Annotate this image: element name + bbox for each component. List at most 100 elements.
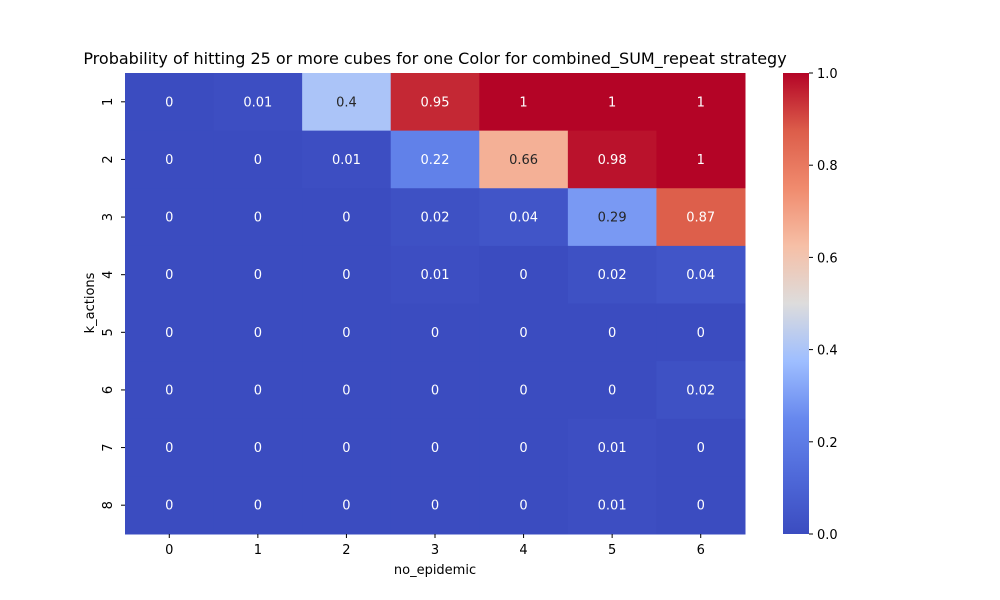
- heatmap-cell-3-5: [567, 188, 657, 247]
- y-tick-label: 8: [101, 501, 116, 509]
- cell-value-label: 0: [608, 383, 616, 398]
- heatmap-cell-7-1: [213, 418, 303, 477]
- cell-value-label: 0: [342, 326, 350, 341]
- y-tick-label: 3: [101, 213, 116, 221]
- cell-value-label: 0: [165, 441, 173, 456]
- cell-value-label: 0.01: [598, 441, 627, 456]
- cell-value-label: 0.66: [509, 153, 538, 168]
- cell-value-label: 0: [254, 441, 262, 456]
- y-axis-ticks: 1 2 3 4 5 6 7 8: [101, 98, 125, 509]
- y-tick-label: 6: [101, 386, 116, 394]
- heatmap-cell-7-2: [302, 418, 392, 477]
- heatmap-cell-2-5: [567, 130, 657, 189]
- cell-value-label: 1: [608, 95, 616, 110]
- colorbar-tick-label: 0.2: [817, 436, 838, 451]
- cell-value-label: 0.98: [598, 153, 627, 168]
- heatmap-cell-5-4: [479, 303, 569, 362]
- cell-value-label: 0: [165, 268, 173, 283]
- cell-value-label: 0: [342, 211, 350, 226]
- cell-value-label: 0: [431, 499, 439, 514]
- heatmap-cell-2-4: [479, 130, 569, 189]
- heatmap-cell-5-2: [302, 303, 392, 362]
- heatmap-cell-5-3: [390, 303, 480, 362]
- heatmap-cell-8-0: [125, 476, 215, 535]
- heatmap-cell-7-6: [656, 418, 746, 477]
- colorbar-ticks: 0.0 0.2 0.4 0.6 0.8 1.0: [809, 67, 838, 543]
- y-tick-label: 2: [101, 155, 116, 163]
- heatmap-cell-5-6: [656, 303, 746, 362]
- heatmap-cell-5-5: [567, 303, 657, 362]
- cell-value-label: 0.95: [421, 95, 450, 110]
- cell-value-label: 0: [254, 326, 262, 341]
- y-tick-label: 4: [101, 271, 116, 279]
- cell-value-label: 0.4: [336, 95, 357, 110]
- x-axis-label: no_epidemic: [394, 563, 476, 578]
- cell-value-label: 0.22: [421, 153, 450, 168]
- heatmap-cell-6-3: [390, 361, 480, 420]
- heatmap-cell-7-5: [567, 418, 657, 477]
- cell-value-label: 0: [519, 441, 527, 456]
- cell-value-label: 0.01: [598, 499, 627, 514]
- cell-value-label: 0.87: [686, 211, 715, 226]
- cell-value-label: 0.01: [421, 268, 450, 283]
- y-axis-label: k_actions: [83, 272, 98, 333]
- heatmap-cell-2-0: [125, 130, 215, 189]
- cell-value-label: 1: [697, 95, 705, 110]
- cell-value-label: 0: [342, 268, 350, 283]
- cell-value-label: 0: [342, 499, 350, 514]
- x-tick-label: 3: [431, 543, 439, 558]
- colorbar: 0.0 0.2 0.4 0.6 0.8 1.0: [783, 67, 838, 543]
- colorbar-tick-label: 0.6: [817, 251, 838, 266]
- x-tick-label: 2: [342, 543, 350, 558]
- heatmap-cell-2-1: [213, 130, 303, 189]
- heatmap-cell-6-0: [125, 361, 215, 420]
- cell-value-label: 0: [608, 326, 616, 341]
- heatmap-cell-6-4: [479, 361, 569, 420]
- colorbar-tick-label: 0.8: [817, 159, 838, 174]
- colorbar-tick-label: 0.0: [817, 528, 838, 543]
- x-tick-label: 6: [697, 543, 705, 558]
- heatmap-cell-6-1: [213, 361, 303, 420]
- cell-value-label: 0.04: [509, 211, 538, 226]
- cell-value-label: 0: [519, 326, 527, 341]
- cell-value-label: 0: [342, 383, 350, 398]
- cell-value-label: 0: [254, 153, 262, 168]
- heatmap-cell-6-6: [656, 361, 746, 420]
- heatmap-cell-3-6: [656, 188, 746, 247]
- heatmap-cell-3-4: [479, 188, 569, 247]
- cell-value-label: 0.02: [421, 211, 450, 226]
- x-axis-ticks: 0 1 2 3 4 5 6: [165, 534, 705, 558]
- x-tick-label: 4: [519, 543, 527, 558]
- heatmap-cell-3-0: [125, 188, 215, 247]
- heatmap-cell-3-2: [302, 188, 392, 247]
- heatmap-cell-6-5: [567, 361, 657, 420]
- cell-value-label: 0: [697, 441, 705, 456]
- heatmap-cell-2-2: [302, 130, 392, 189]
- heatmap-cell-4-6: [656, 245, 746, 304]
- heatmap-cell-6-2: [302, 361, 392, 420]
- cell-value-label: 0.01: [243, 95, 272, 110]
- cell-value-label: 0: [431, 383, 439, 398]
- colorbar-tick-label: 0.4: [817, 344, 838, 359]
- heatmap-cell-1-3: [390, 73, 480, 132]
- heatmap-cell-1-1: [213, 73, 303, 132]
- heatmap-cell-4-1: [213, 245, 303, 304]
- cell-value-label: 1: [697, 153, 705, 168]
- cell-value-label: 0: [165, 383, 173, 398]
- cell-value-label: 0: [519, 268, 527, 283]
- heatmap-cell-7-4: [479, 418, 569, 477]
- y-tick-label: 5: [101, 328, 116, 336]
- chart-title: Probability of hitting 25 or more cubes …: [83, 49, 786, 69]
- heatmap-cell-1-4: [479, 73, 569, 132]
- cell-value-label: 0: [697, 326, 705, 341]
- heatmap-cell-8-5: [567, 476, 657, 535]
- cell-value-label: 0.29: [598, 211, 627, 226]
- cell-value-label: 0.02: [598, 268, 627, 283]
- heatmap-cell-4-3: [390, 245, 480, 304]
- heatmap-cell-4-0: [125, 245, 215, 304]
- x-tick-label: 5: [608, 543, 616, 558]
- cell-value-label: 0: [165, 153, 173, 168]
- heatmap-cell-2-3: [390, 130, 480, 189]
- heatmap-cell-1-0: [125, 73, 215, 132]
